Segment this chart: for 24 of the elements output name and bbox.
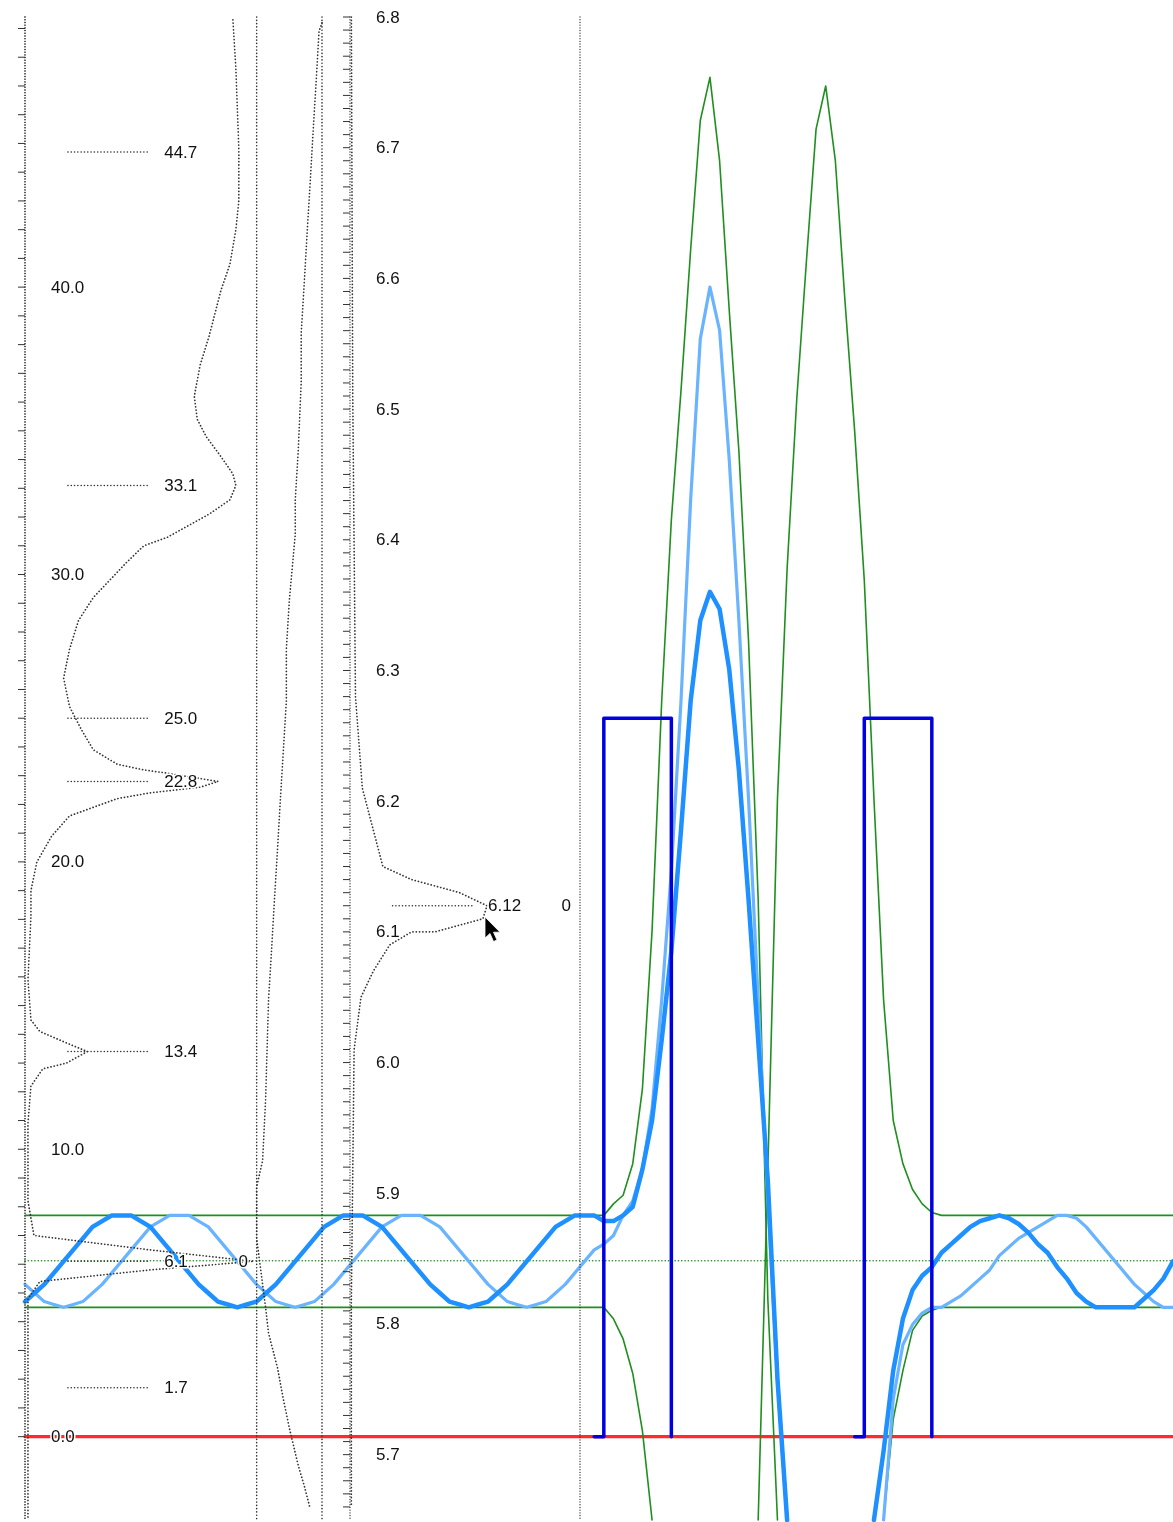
y-tick-label: 20.0 xyxy=(51,852,85,872)
y-tick-label: 40.0 xyxy=(51,277,85,297)
ref-line-label: 44.7 xyxy=(164,142,198,162)
ref-line-label: 1.7 xyxy=(164,1378,188,1398)
ref-line-label: 25.0 xyxy=(164,708,198,728)
ref-line-label: 33.1 xyxy=(164,475,198,495)
y-tick-label: 5.9 xyxy=(376,1183,400,1203)
y-tick-label: 6.3 xyxy=(376,660,400,680)
y-tick-label: 30.0 xyxy=(51,565,85,585)
y-tick-label: 5.8 xyxy=(376,1314,400,1334)
y-tick-label: 6.2 xyxy=(376,791,400,811)
annotation: 0 xyxy=(561,896,572,916)
y-tick-label: 10.0 xyxy=(51,1139,85,1159)
y-tick-label: 6.1 xyxy=(376,922,400,942)
y-tick-label: 6.8 xyxy=(376,7,400,27)
ref-line-label: 22.8 xyxy=(164,771,198,791)
ref-line-label: 6.12 xyxy=(488,896,522,916)
y-tick-label: 6.6 xyxy=(376,268,400,288)
y-tick-label: 5.7 xyxy=(376,1445,400,1465)
y-tick-label: 6.5 xyxy=(376,399,400,419)
y-tick-label: 6.7 xyxy=(376,138,400,158)
y-tick-label: 6.4 xyxy=(376,530,400,550)
y-tick-label: 6.0 xyxy=(376,1053,400,1073)
ref-line-label: 13.4 xyxy=(164,1042,198,1062)
